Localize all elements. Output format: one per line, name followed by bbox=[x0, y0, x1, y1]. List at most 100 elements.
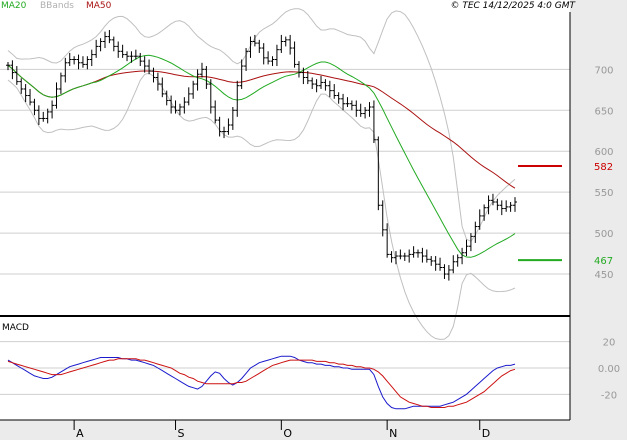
price-bar bbox=[367, 102, 372, 117]
price-bar bbox=[169, 95, 174, 114]
price-tick-label: 650 bbox=[594, 106, 613, 117]
price-bar bbox=[98, 38, 103, 52]
price-bar bbox=[235, 80, 240, 117]
price-bar bbox=[292, 41, 297, 68]
price-bar bbox=[442, 264, 447, 279]
price-bar bbox=[358, 103, 363, 117]
price-bar bbox=[429, 256, 434, 266]
price-bar bbox=[468, 233, 473, 252]
price-bar bbox=[72, 56, 77, 65]
bollinger-lower-line bbox=[7, 72, 516, 340]
price-bar bbox=[155, 72, 160, 91]
macd-axis-labels: 20 0.00 -20 bbox=[598, 338, 620, 402]
price-bar bbox=[460, 247, 465, 265]
price-bar bbox=[45, 108, 50, 124]
date-tick-label: S bbox=[178, 427, 185, 440]
price-bar bbox=[208, 79, 213, 114]
price-bar bbox=[252, 34, 257, 47]
copyright-text: © TEC 14/12/2025 4:0 GMT bbox=[450, 1, 576, 11]
price-bar bbox=[182, 97, 187, 114]
price-bar bbox=[23, 84, 28, 103]
price-bar bbox=[486, 195, 491, 215]
price-bar bbox=[186, 87, 191, 106]
price-bar bbox=[464, 239, 469, 257]
price-bar bbox=[477, 209, 482, 230]
price-bar bbox=[160, 77, 165, 98]
price-bar bbox=[310, 77, 315, 89]
price-annotations: 582 467 bbox=[518, 162, 613, 267]
price-bar bbox=[6, 61, 10, 71]
price-bar bbox=[151, 67, 156, 83]
price-bar bbox=[111, 36, 116, 52]
price-bar bbox=[89, 49, 94, 67]
price-bar bbox=[120, 44, 125, 58]
price-bar bbox=[10, 60, 15, 80]
macd-tick-label: 20 bbox=[603, 338, 616, 349]
ma20-line bbox=[7, 54, 516, 258]
price-bar bbox=[380, 200, 385, 237]
price-bar bbox=[32, 98, 37, 116]
price-bar bbox=[102, 31, 107, 49]
price-bar bbox=[204, 66, 209, 89]
price-bar bbox=[85, 56, 90, 70]
price-bar bbox=[305, 70, 310, 85]
price-bars bbox=[6, 30, 517, 281]
price-tick-label: 500 bbox=[594, 229, 613, 240]
price-bar bbox=[411, 246, 416, 258]
price-bar bbox=[341, 93, 346, 111]
bollinger-bands bbox=[7, 8, 516, 340]
price-bar bbox=[495, 198, 500, 211]
price-bar bbox=[116, 41, 121, 58]
target-label: 582 bbox=[594, 162, 613, 173]
price-bar bbox=[499, 200, 504, 216]
date-tick-label: D bbox=[482, 427, 490, 440]
price-bar bbox=[327, 80, 332, 98]
price-bar bbox=[389, 251, 394, 263]
price-axis-panel bbox=[570, 0, 627, 440]
price-tick-label: 600 bbox=[594, 147, 613, 158]
price-bar bbox=[63, 57, 68, 83]
price-bar bbox=[288, 34, 293, 55]
price-bar bbox=[296, 61, 301, 78]
price-bar bbox=[138, 52, 143, 67]
macd-tick-label: 0.00 bbox=[598, 364, 620, 375]
price-bar bbox=[274, 44, 279, 67]
macd-line bbox=[7, 355, 516, 410]
price-bar bbox=[94, 39, 99, 58]
price-bar bbox=[301, 67, 306, 85]
price-bar bbox=[283, 36, 288, 47]
price-bar bbox=[319, 75, 324, 89]
price-tick-label: 450 bbox=[594, 270, 613, 281]
target-label: 467 bbox=[594, 256, 613, 267]
price-bar bbox=[58, 72, 63, 94]
price-bar bbox=[402, 252, 407, 261]
price-bar bbox=[407, 249, 412, 263]
price-bar bbox=[191, 80, 196, 99]
price-bar bbox=[173, 100, 178, 114]
price-bar bbox=[147, 59, 152, 75]
macd-tick-label: -20 bbox=[601, 390, 617, 401]
price-bar bbox=[248, 36, 253, 58]
price-bar bbox=[107, 30, 112, 44]
price-bar bbox=[28, 88, 33, 106]
price-plot-area bbox=[0, 12, 570, 315]
price-bar bbox=[455, 254, 460, 267]
price-bar bbox=[177, 103, 182, 116]
price-bar bbox=[244, 48, 249, 71]
price-bar bbox=[80, 56, 85, 68]
date-tick-label: O bbox=[283, 427, 292, 440]
price-bar bbox=[164, 90, 169, 106]
price-bar bbox=[376, 136, 381, 211]
price-bar bbox=[371, 100, 376, 144]
price-bar bbox=[349, 100, 354, 111]
price-bar bbox=[482, 204, 487, 221]
price-bar bbox=[222, 126, 227, 139]
price-bar bbox=[345, 97, 350, 107]
price-bar bbox=[504, 200, 509, 212]
moving-averages bbox=[7, 54, 516, 258]
price-bar bbox=[438, 257, 443, 271]
price-bar bbox=[354, 100, 359, 117]
price-bar bbox=[226, 118, 231, 135]
bollinger-upper-line bbox=[7, 8, 516, 243]
